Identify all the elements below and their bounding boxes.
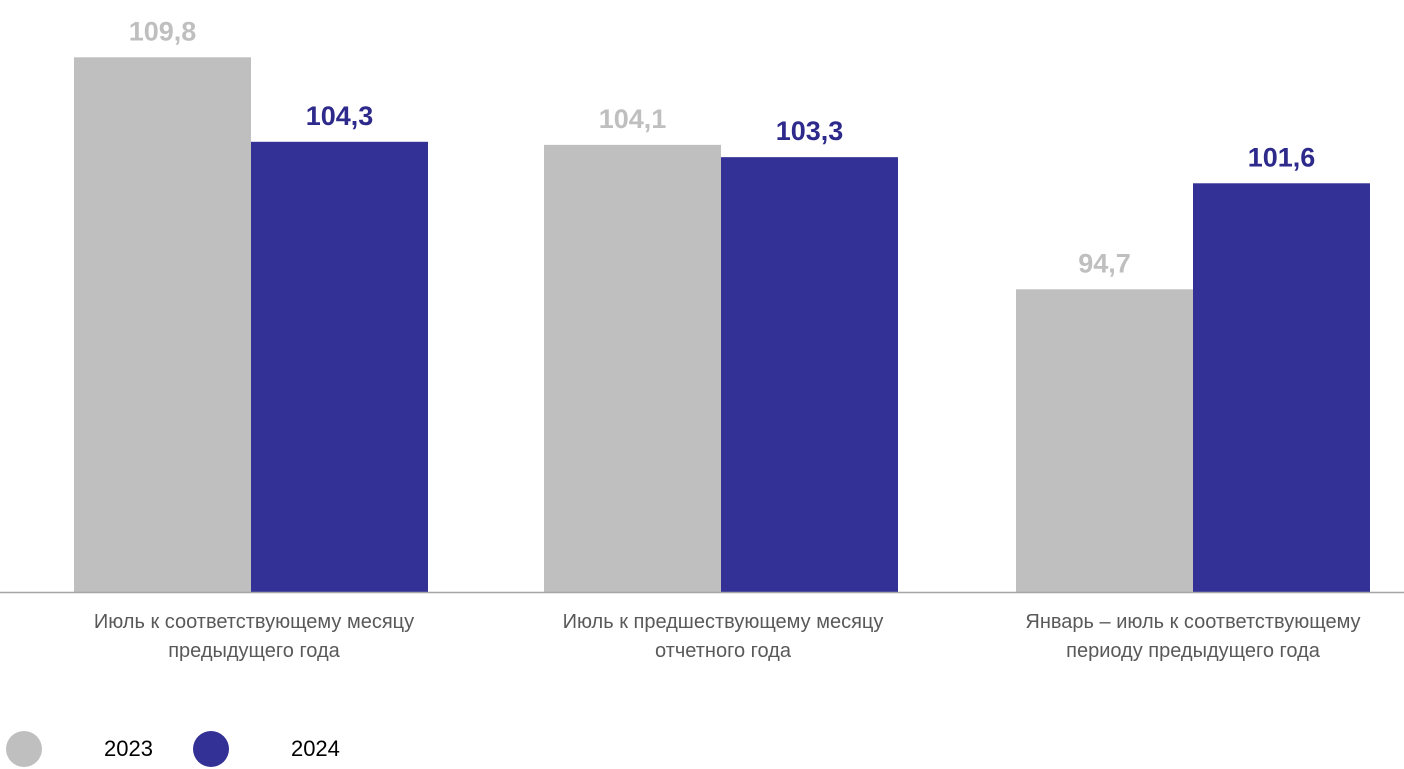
category-label-3: Январь – июль к соответствующему периоду… (1025, 611, 1361, 662)
bar-2024-1 (251, 141, 428, 592)
legend-marker-2023 (6, 731, 42, 767)
data-label-2024-2: 103,3 (776, 116, 844, 146)
category-label-2: Июль к предшествующему месяцу отчетного … (562, 611, 884, 662)
bar-2023-3 (1016, 289, 1193, 592)
legend: 2023 2024 (6, 729, 380, 769)
bar-2023-2 (544, 144, 721, 592)
legend-item-2023: 2023 (6, 731, 153, 767)
data-label-2023-3: 94,7 (1078, 248, 1131, 278)
legend-item-2024: 2024 (192, 731, 340, 767)
data-label-2023-2: 104,1 (599, 104, 667, 134)
category-label-1: Июль к соответствующему месяцу предыдуще… (93, 611, 415, 662)
bar-chart: 109,8 104,1 94,7 104,3 103,3 101,6 (0, 16, 1404, 594)
legend-label-2024: 2024 (290, 736, 340, 761)
data-label-2024-1: 104,3 (306, 101, 374, 131)
data-label-2024-3: 101,6 (1248, 142, 1316, 172)
legend-label-2023: 2023 (104, 736, 153, 761)
bar-2024-2 (721, 157, 898, 593)
bar-2024-3 (1193, 183, 1370, 593)
legend-marker-2024 (192, 731, 229, 767)
bar-2023-1 (74, 57, 251, 593)
data-label-2023-1: 109,8 (129, 16, 197, 46)
